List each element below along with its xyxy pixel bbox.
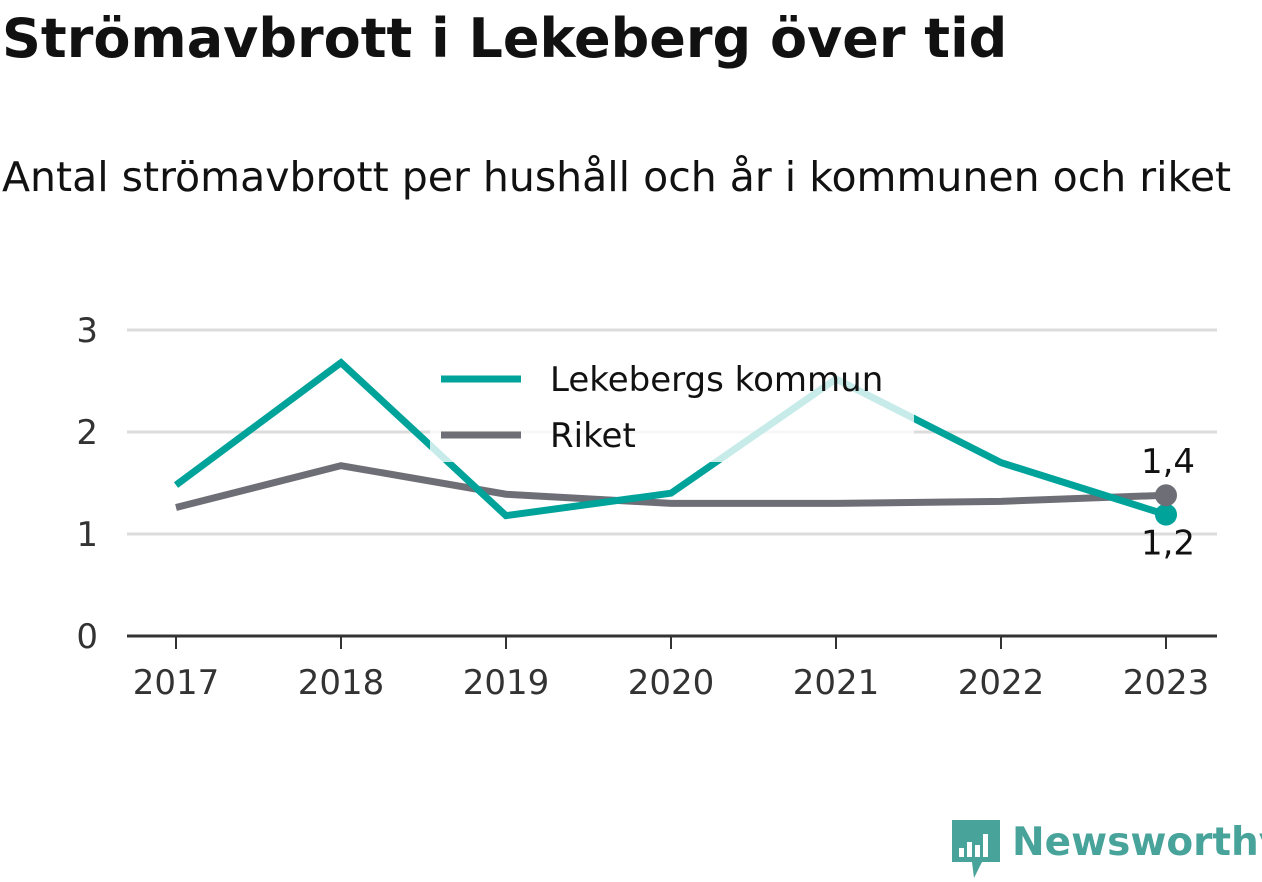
series-line-lekeberg [173, 358, 1168, 520]
end-point-marker [1155, 503, 1177, 526]
x-tick-label: 2022 [958, 663, 1045, 703]
chart-title: Strömavbrott i Lekeberg över tid [2, 7, 1008, 70]
y-tick-label: 1 [76, 515, 98, 555]
x-tick-label: 2019 [463, 663, 550, 703]
end-value-label: 1,2 [1141, 524, 1195, 564]
brand-logo: Newsworthy [950, 818, 1262, 882]
chart-subtitle: Antal strömavbrott per hushåll och år i … [2, 153, 1232, 201]
y-tick-label: 0 [76, 617, 98, 657]
x-tick-label: 2023 [1123, 663, 1210, 703]
y-tick-label: 3 [76, 311, 98, 351]
end-value-label: 1,4 [1141, 442, 1195, 482]
legend-background [430, 352, 914, 462]
x-tick-label: 2017 [133, 663, 220, 703]
brand-name: Newsworthy [1012, 820, 1262, 865]
series-line-riket [175, 462, 1167, 511]
x-tick-label: 2020 [628, 663, 715, 703]
y-tick-label: 2 [76, 413, 98, 453]
x-tick-label: 2018 [298, 663, 385, 703]
legend-label: Riket [550, 416, 636, 456]
newsworthy-logo-icon [952, 820, 1000, 878]
legend-label: Lekebergs kommun [550, 360, 883, 400]
end-point-marker [1155, 484, 1177, 507]
x-tick-label: 2021 [793, 663, 880, 703]
